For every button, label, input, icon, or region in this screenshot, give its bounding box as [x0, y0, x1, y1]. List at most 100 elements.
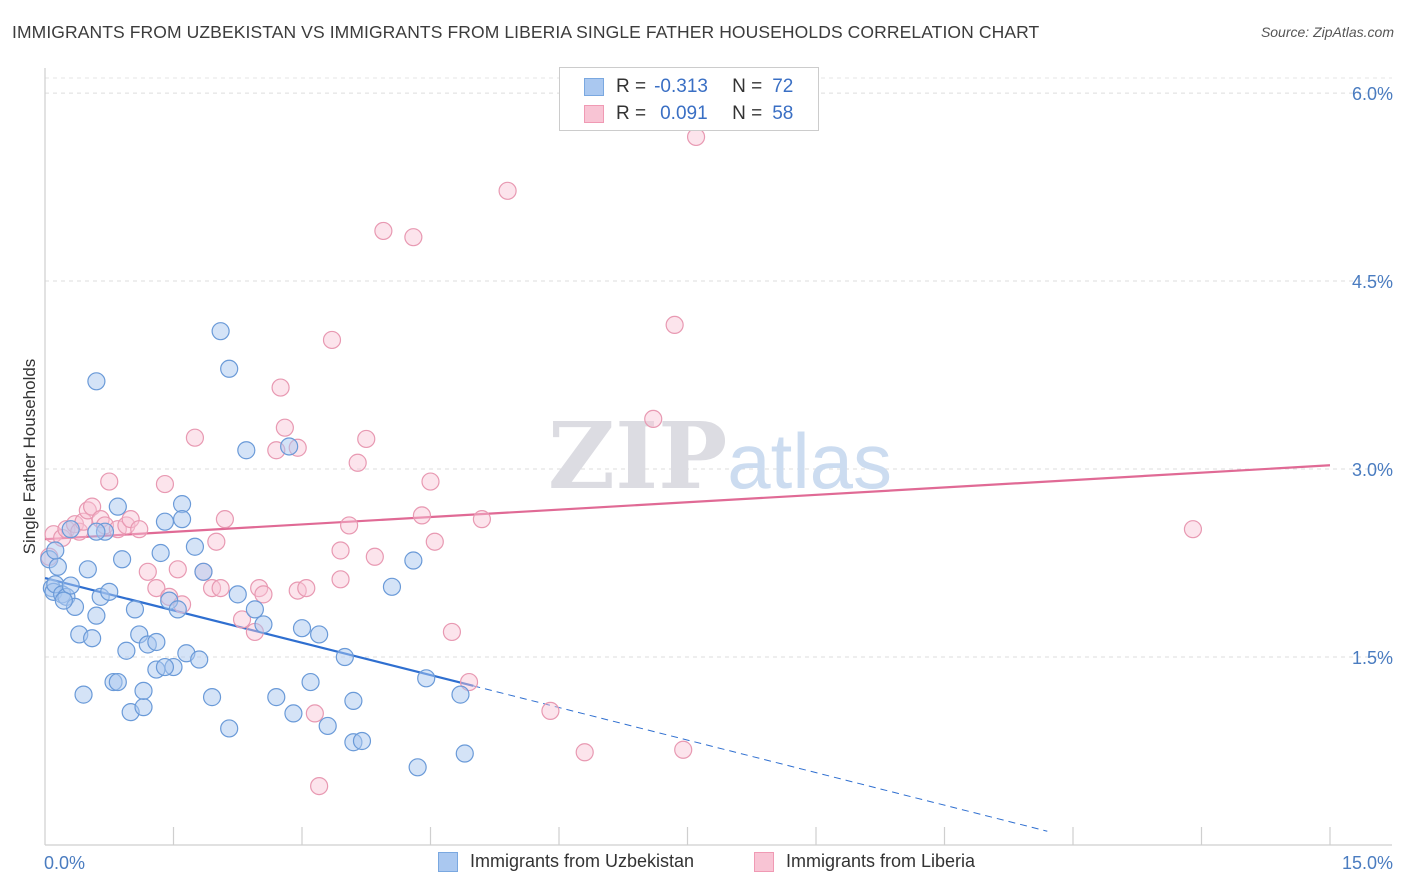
- point-liberia: [305, 704, 324, 723]
- legend-n-label: N =: [732, 76, 763, 97]
- point-uzbekistan: [134, 698, 153, 717]
- source-label: Source: ZipAtlas.com: [1260, 24, 1394, 40]
- point-uzbekistan: [147, 632, 166, 652]
- point-liberia: [665, 315, 684, 335]
- point-uzbekistan: [190, 650, 209, 669]
- y-tick-label: 4.5%: [1352, 272, 1393, 292]
- point-uzbekistan: [301, 672, 320, 692]
- point-uzbekistan: [292, 619, 312, 638]
- point-liberia: [1183, 520, 1203, 539]
- trend-line-liberia: [44, 464, 1331, 541]
- point-liberia: [459, 672, 479, 692]
- legend-label: Immigrants from Liberia: [786, 851, 976, 871]
- point-uzbekistan: [78, 560, 97, 579]
- point-liberia: [404, 228, 423, 247]
- point-uzbekistan: [61, 520, 80, 539]
- point-liberia: [254, 585, 273, 604]
- legend-n-value: 72: [772, 76, 794, 97]
- point-uzbekistan: [61, 576, 80, 595]
- point-uzbekistan: [344, 691, 363, 710]
- x-tick-label: 0.0%: [44, 853, 85, 873]
- point-liberia: [207, 532, 226, 551]
- point-uzbekistan: [46, 541, 65, 560]
- point-liberia: [498, 181, 517, 200]
- legend-swatch-pink: [754, 851, 774, 872]
- point-liberia: [130, 520, 149, 539]
- point-uzbekistan: [168, 600, 187, 619]
- grid-lines: [45, 77, 1392, 658]
- point-uzbekistan: [194, 562, 213, 581]
- y-tick-label: 1.5%: [1352, 648, 1393, 668]
- point-uzbekistan: [74, 685, 93, 704]
- legend-n-value: 58: [772, 103, 794, 124]
- point-uzbekistan: [284, 704, 303, 723]
- point-liberia: [442, 622, 462, 642]
- chart-title: IMMIGRANTS FROM UZBEKISTAN VS IMMIGRANTS…: [12, 22, 1040, 42]
- point-uzbekistan: [228, 585, 247, 604]
- point-liberia: [541, 701, 560, 721]
- legend-n-label: N =: [732, 103, 763, 124]
- point-liberia: [674, 740, 693, 759]
- legend-row-uzbekistan: R = -0.313 N = 72: [560, 74, 793, 100]
- legend-r-value: -0.313: [654, 76, 708, 97]
- point-uzbekistan: [254, 615, 273, 634]
- point-uzbekistan: [112, 550, 132, 569]
- point-uzbekistan: [211, 322, 230, 341]
- point-uzbekistan: [455, 744, 474, 763]
- point-liberia: [340, 516, 359, 535]
- y-axis-label: Single Father Households: [20, 359, 39, 555]
- point-uzbekistan: [404, 551, 423, 570]
- point-uzbekistan: [125, 600, 145, 619]
- point-uzbekistan: [151, 543, 170, 563]
- point-uzbekistan: [100, 582, 119, 601]
- point-uzbekistan: [108, 497, 127, 516]
- point-uzbekistan: [185, 537, 205, 556]
- point-uzbekistan: [87, 372, 106, 391]
- point-uzbekistan: [155, 657, 175, 677]
- point-liberia: [575, 743, 594, 762]
- point-uzbekistan: [87, 606, 106, 625]
- point-liberia: [100, 472, 119, 491]
- point-uzbekistan: [134, 681, 153, 700]
- point-liberia: [211, 578, 230, 598]
- point-uzbekistan: [155, 512, 175, 531]
- point-liberia: [472, 510, 491, 529]
- legend-row-liberia: R = 0.091 N = 58: [560, 101, 793, 127]
- point-uzbekistan: [382, 577, 402, 596]
- point-uzbekistan: [352, 731, 372, 751]
- watermark: ZIPatlas: [548, 402, 892, 510]
- point-uzbekistan: [318, 716, 337, 736]
- legend-swatch-pink: [584, 105, 604, 123]
- point-liberia: [271, 378, 290, 397]
- point-liberia: [147, 578, 166, 598]
- point-liberia: [138, 562, 157, 581]
- x-tick-label: 15.0%: [1342, 853, 1393, 873]
- y-tick-label: 6.0%: [1352, 84, 1393, 104]
- point-liberia: [275, 418, 294, 437]
- legend-swatch-blue: [438, 851, 458, 872]
- point-uzbekistan: [245, 600, 264, 619]
- point-liberia: [215, 510, 234, 529]
- point-uzbekistan: [54, 591, 73, 610]
- point-uzbekistan: [220, 719, 239, 738]
- point-uzbekistan: [408, 758, 427, 777]
- stats-legend: R = -0.313 N = 72 R = 0.091 N = 58: [559, 67, 819, 131]
- point-uzbekistan: [108, 672, 127, 692]
- legend-item-uzbekistan: Immigrants from Uzbekistan: [438, 851, 694, 872]
- tick-labels: 1.5% 3.0% 4.5% 6.0% 0.0% 15.0% Single Father H…: [20, 84, 1393, 873]
- series-legend: Immigrants from Uzbekistan Immigrants fr…: [0, 851, 1406, 877]
- trend-line-uzbekistan-extension: [473, 685, 1048, 832]
- point-uzbekistan: [237, 441, 256, 460]
- point-uzbekistan: [220, 359, 239, 378]
- point-uzbekistan: [117, 641, 136, 660]
- point-liberia: [185, 428, 205, 447]
- legend-r-label: R =: [616, 76, 647, 97]
- point-liberia: [365, 547, 384, 566]
- point-uzbekistan: [267, 688, 286, 707]
- point-uzbekistan: [417, 669, 436, 688]
- legend-r-label: R =: [616, 103, 647, 124]
- point-liberia: [297, 578, 316, 598]
- point-liberia: [374, 221, 393, 241]
- point-liberia: [348, 453, 367, 472]
